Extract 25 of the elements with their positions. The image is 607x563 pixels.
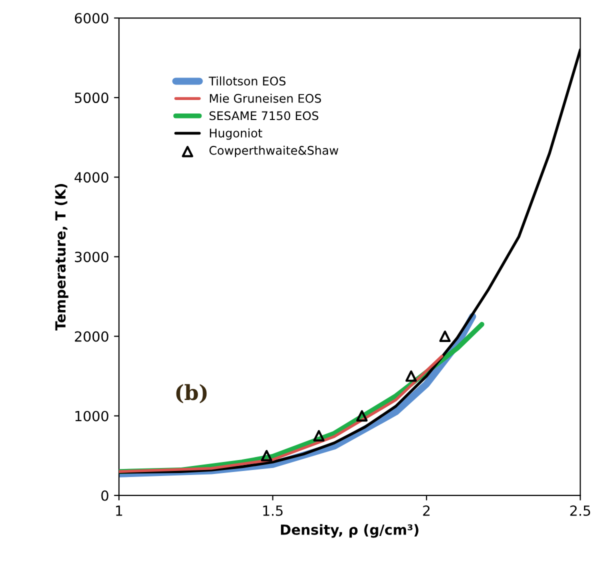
- x-tick-label: 1: [116, 506, 122, 516]
- point: [405, 370, 417, 382]
- y-tick-label: 1000: [75, 410, 108, 422]
- point: [439, 330, 451, 342]
- point: [313, 430, 325, 442]
- line-series: [118, 354, 444, 473]
- x-tick-label: 2: [423, 505, 430, 516]
- x-tick-label: 1.5: [263, 506, 283, 516]
- legend-label: SESAME 7150 EOS: [210, 111, 318, 120]
- legend-label: Mie Gruneisen EOS: [210, 94, 322, 103]
- y-tick-label: 5000: [74, 92, 108, 104]
- x-tick-label: 2.5: [570, 505, 590, 516]
- y-tick-label: 0: [101, 490, 108, 501]
- y-tick-label: 2000: [74, 331, 108, 342]
- legend-label: Hugoniot: [210, 128, 262, 140]
- y-axis-title: Temperature, T (K): [54, 184, 68, 331]
- x-axis-title: Density, ρ (g/cm³): [280, 524, 418, 538]
- legend-label: Cowperthwaite&Shaw: [209, 146, 338, 158]
- annotation: (b): [176, 384, 207, 404]
- point: [356, 410, 368, 422]
- y-tick-label: 6000: [74, 12, 108, 24]
- legend-label: Tillotson EOS: [208, 76, 286, 86]
- point: [260, 450, 272, 462]
- y-tick-label: 4000: [74, 172, 108, 183]
- y-tick-label: 3000: [74, 252, 108, 262]
